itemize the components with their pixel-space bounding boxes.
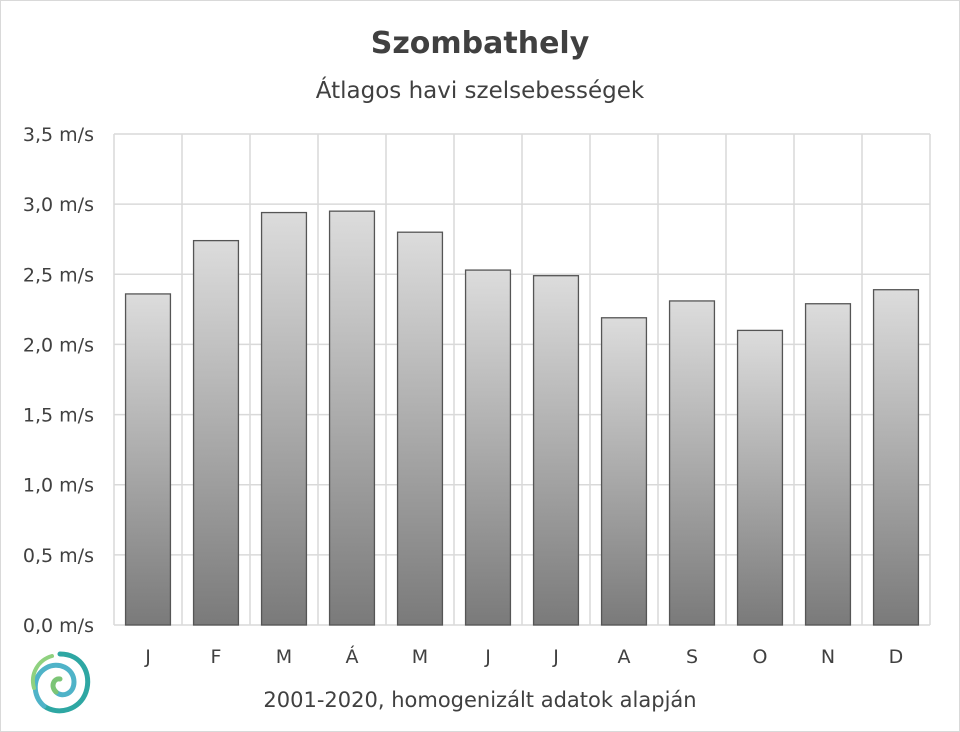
x-tick-label: A <box>618 646 631 668</box>
chart-footnote: 2001-2020, homogenizált adatok alapján <box>263 688 697 712</box>
x-tick-label: D <box>889 646 904 668</box>
chart-subtitle: Átlagos havi szelsebességek <box>315 78 645 104</box>
bar <box>668 300 716 626</box>
swirl-logo-icon <box>31 651 91 714</box>
bar <box>396 231 444 626</box>
bar <box>532 275 580 626</box>
y-tick-label: 0,5 m/s <box>23 545 94 567</box>
y-axis-ticks: 0,0 m/s 0,5 m/s 1,0 m/s 1,5 m/s 2,0 m/s 2,5 m… <box>23 124 94 637</box>
bar <box>124 293 172 626</box>
bar <box>872 289 920 626</box>
y-tick-label: 1,5 m/s <box>23 405 94 427</box>
x-tick-label: J <box>552 646 559 668</box>
x-tick-label: Á <box>346 645 359 668</box>
x-tick-label: J <box>144 646 151 668</box>
bar <box>600 317 648 626</box>
y-tick-label: 3,0 m/s <box>23 194 94 216</box>
x-tick-label: N <box>821 646 835 668</box>
y-tick-label: 0,0 m/s <box>23 615 94 637</box>
bar <box>464 269 512 626</box>
bar <box>736 329 784 626</box>
bar <box>260 211 308 626</box>
x-tick-label: F <box>211 646 222 668</box>
x-tick-label: S <box>686 646 698 668</box>
x-tick-label: O <box>753 646 768 668</box>
y-tick-label: 3,5 m/s <box>23 124 94 146</box>
chart-title: Szombathely <box>370 26 590 61</box>
x-tick-label: M <box>276 646 292 668</box>
bars <box>124 210 920 626</box>
bar <box>804 303 852 626</box>
y-tick-label: 2,0 m/s <box>23 334 94 356</box>
x-tick-label: M <box>412 646 428 668</box>
grid-lines <box>113 133 931 626</box>
x-tick-label: J <box>484 646 491 668</box>
bar <box>328 210 376 626</box>
y-tick-label: 2,5 m/s <box>23 264 94 286</box>
y-tick-label: 1,0 m/s <box>23 475 94 497</box>
bar <box>192 239 240 626</box>
